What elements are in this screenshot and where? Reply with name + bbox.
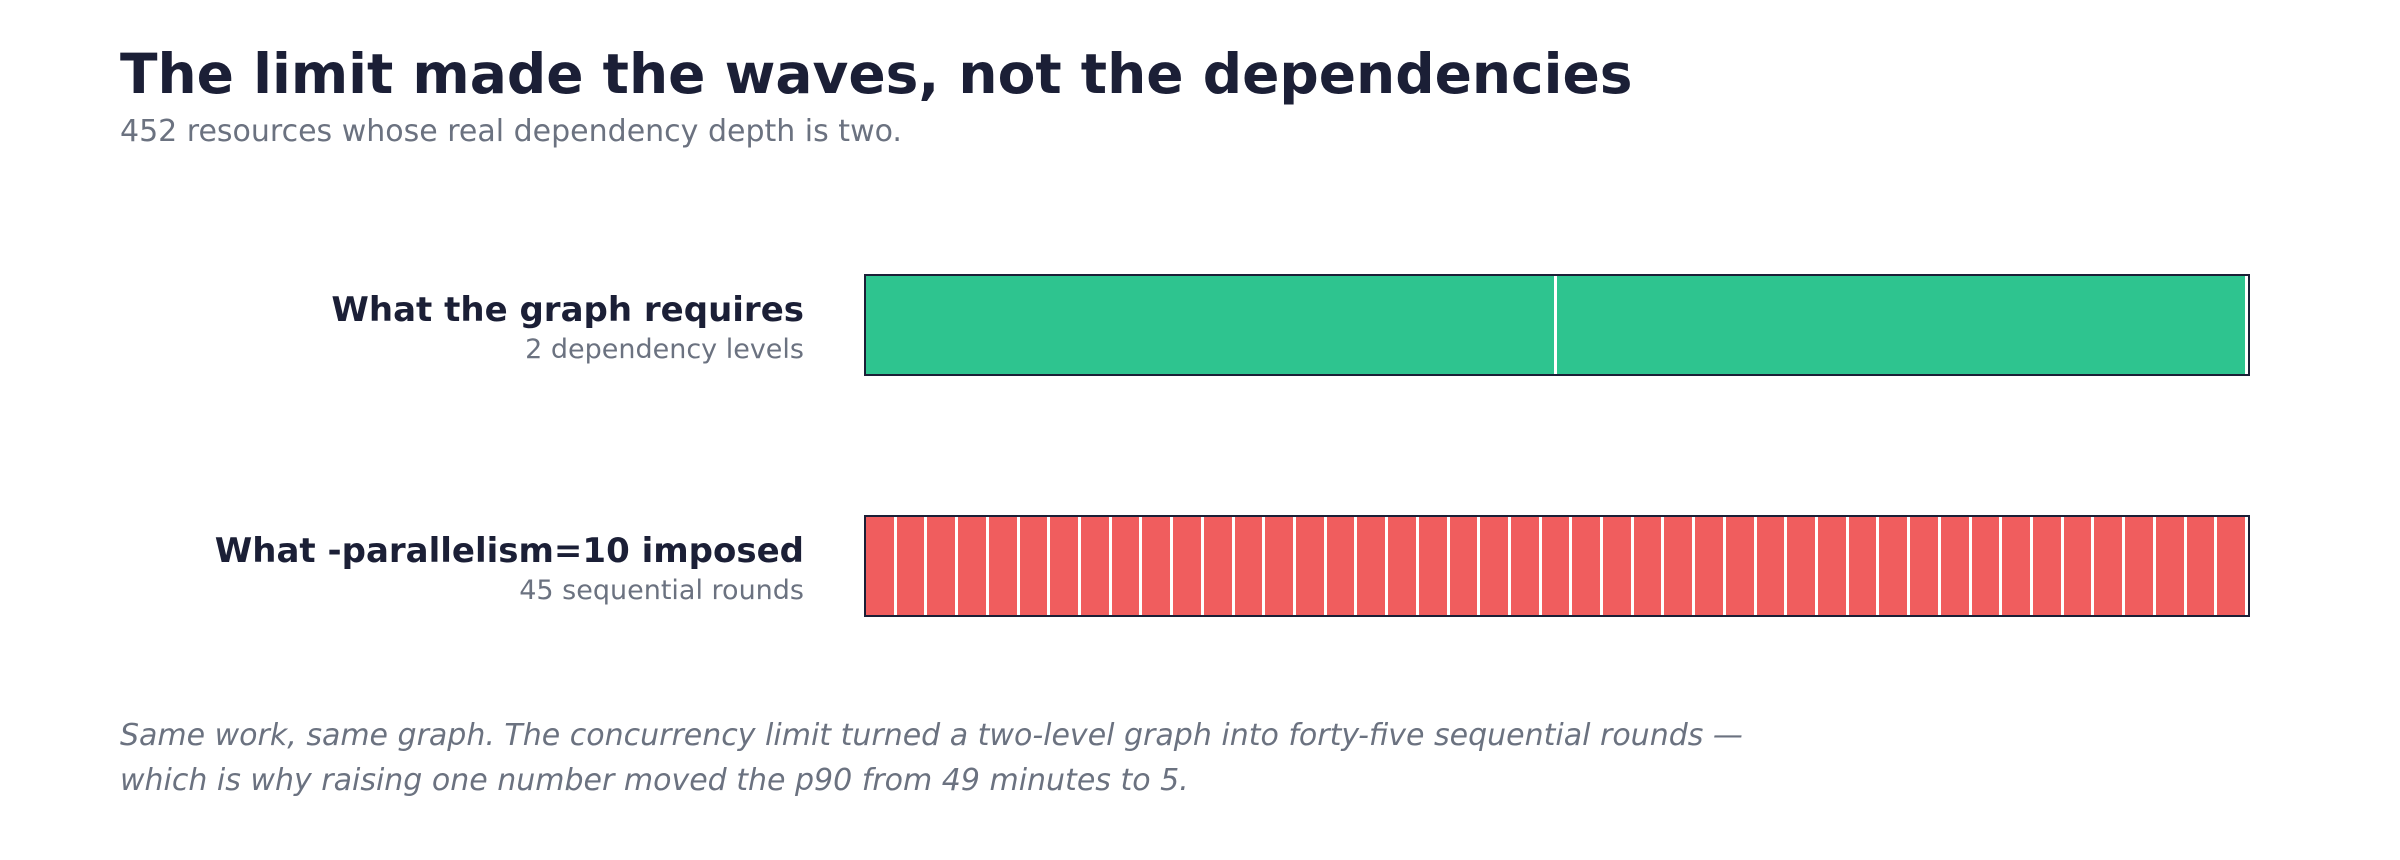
bar-segment <box>1572 517 1604 615</box>
bar-segment <box>1557 276 2248 374</box>
bar-segment <box>2155 517 2187 615</box>
chart-subtitle: 452 resources whose real dependency dept… <box>120 114 902 149</box>
bar-segment <box>1940 517 1972 615</box>
bar-segment <box>866 517 897 615</box>
bar-parallelism-imposed <box>864 515 2250 617</box>
bar-segment <box>1818 517 1849 615</box>
bar-segment <box>1787 517 1819 615</box>
bar-segment <box>1388 517 1419 615</box>
bar-segment <box>1357 517 1389 615</box>
chart-footnote: Same work, same graph. The concurrency l… <box>120 718 1743 798</box>
bar-segment <box>1725 517 1757 615</box>
bar-segment <box>1695 517 1726 615</box>
bar-segment <box>1971 517 2003 615</box>
bar-segment <box>2125 517 2156 615</box>
bar-segment <box>1203 517 1235 615</box>
bar-segment <box>1234 517 1266 615</box>
bar-segment <box>1480 517 1511 615</box>
bar-segment <box>1418 517 1450 615</box>
bar-graph-requires <box>864 274 2250 376</box>
bar-segment <box>1050 517 1081 615</box>
row-label-parallelism-imposed: What -parallelism=10 imposed 45 sequenti… <box>215 529 804 609</box>
bar-segment <box>1080 517 1112 615</box>
row-caption-dependency-levels: 2 dependency levels <box>525 334 804 365</box>
bar-segment <box>2094 517 2126 615</box>
bar-segment <box>1449 517 1481 615</box>
row-name-parallelism-imposed: What -parallelism=10 imposed <box>214 531 804 571</box>
bar-segment <box>1664 517 1696 615</box>
bar-segment <box>1603 517 1634 615</box>
bar-segment <box>1326 517 1358 615</box>
bar-segment <box>927 517 959 615</box>
row-label-graph-requires: What the graph requires 2 dependency lev… <box>331 288 804 368</box>
bar-segment <box>896 517 928 615</box>
bar-segment <box>1173 517 1204 615</box>
bar-segment <box>2033 517 2064 615</box>
bar-segment <box>1910 517 1941 615</box>
bar-segment <box>1756 517 1788 615</box>
bar-segment <box>2217 517 2248 615</box>
chart-title: The limit made the waves, not the depend… <box>120 42 1633 106</box>
bar-segment <box>1633 517 1665 615</box>
bar-segment <box>866 276 1557 374</box>
bar-segment <box>2186 517 2218 615</box>
bar-segments-graph-requires <box>866 276 2248 374</box>
bar-segment <box>2002 517 2033 615</box>
bar-segment <box>1142 517 1174 615</box>
bar-segment <box>1879 517 1911 615</box>
bar-segment <box>1541 517 1573 615</box>
bar-segment <box>1848 517 1880 615</box>
bar-segment <box>2063 517 2095 615</box>
bar-segment <box>1265 517 1296 615</box>
bar-segment <box>958 517 989 615</box>
row-name-graph-requires: What the graph requires <box>331 290 804 330</box>
bar-segment <box>988 517 1020 615</box>
bar-segment <box>1111 517 1143 615</box>
bar-segment <box>1019 517 1051 615</box>
bar-segment <box>1295 517 1327 615</box>
bar-segments-parallelism-imposed <box>866 517 2248 615</box>
row-caption-sequential-rounds: 45 sequential rounds <box>519 575 804 606</box>
bar-segment <box>1510 517 1542 615</box>
